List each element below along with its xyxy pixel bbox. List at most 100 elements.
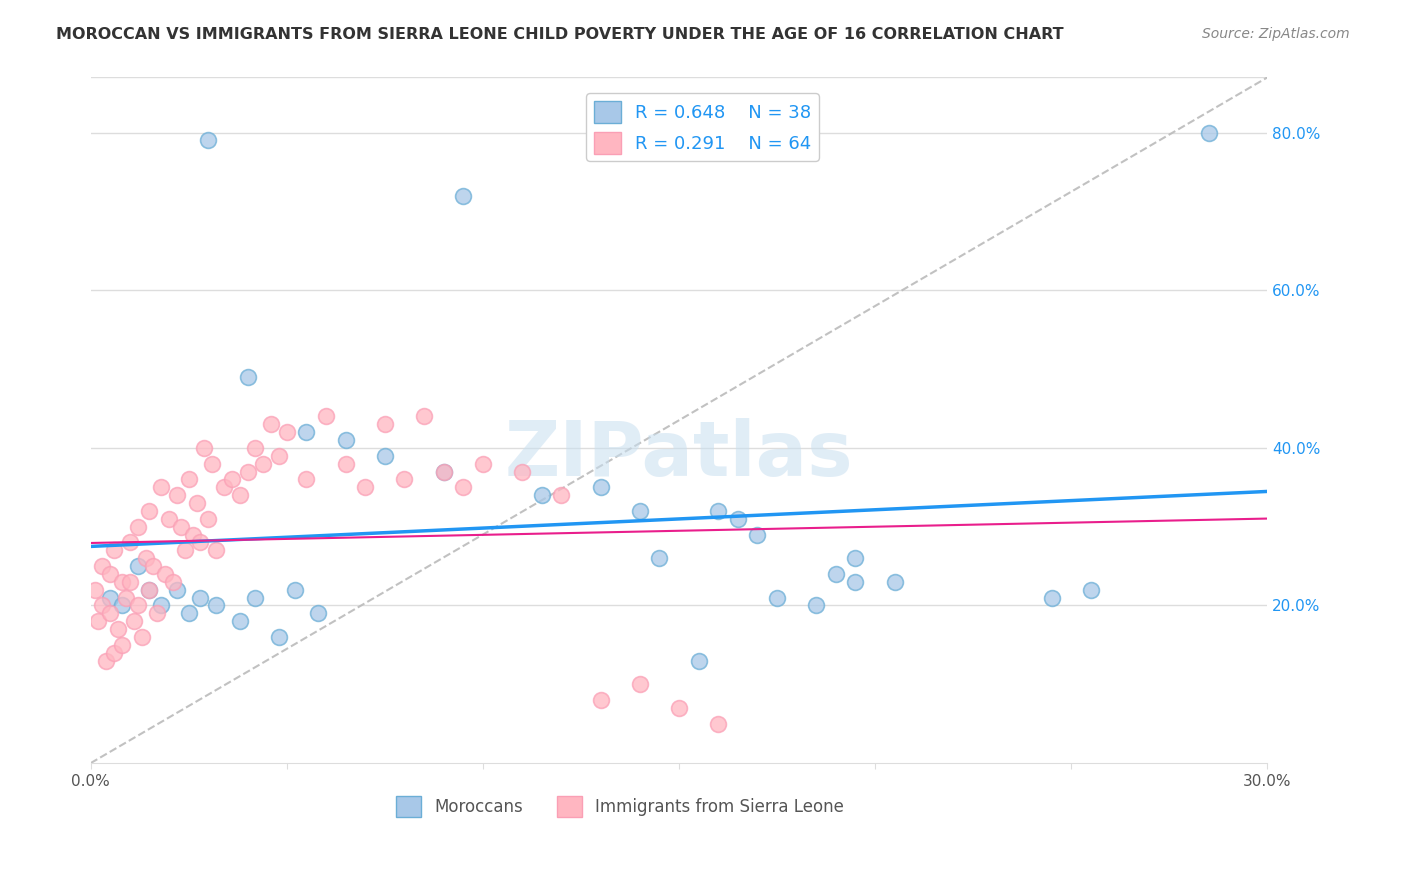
Point xyxy=(276,425,298,439)
Point xyxy=(648,551,671,566)
Point xyxy=(245,441,267,455)
Point xyxy=(111,599,134,613)
Point xyxy=(205,599,228,613)
Point xyxy=(295,425,318,439)
Point xyxy=(98,607,121,621)
Point xyxy=(103,543,125,558)
Point xyxy=(111,574,134,589)
Point xyxy=(127,559,149,574)
Point xyxy=(96,654,118,668)
Point xyxy=(122,614,145,628)
Point xyxy=(530,488,553,502)
Point xyxy=(267,449,290,463)
Point xyxy=(236,370,259,384)
Point xyxy=(138,582,160,597)
Point xyxy=(118,574,141,589)
Point xyxy=(212,480,235,494)
Point xyxy=(111,638,134,652)
Point xyxy=(433,465,456,479)
Point xyxy=(825,566,848,581)
Point xyxy=(186,496,208,510)
Point xyxy=(688,654,710,668)
Point xyxy=(118,535,141,549)
Point xyxy=(190,591,212,605)
Point xyxy=(138,504,160,518)
Point xyxy=(628,677,651,691)
Point xyxy=(162,574,184,589)
Point xyxy=(228,488,250,502)
Point xyxy=(103,646,125,660)
Point xyxy=(267,630,290,644)
Point xyxy=(87,614,110,628)
Point xyxy=(883,574,905,589)
Point xyxy=(153,566,176,581)
Point xyxy=(747,527,769,541)
Point xyxy=(844,574,866,589)
Text: Source: ZipAtlas.com: Source: ZipAtlas.com xyxy=(1202,27,1350,41)
Point xyxy=(197,134,219,148)
Point xyxy=(413,409,436,424)
Point xyxy=(127,599,149,613)
Point xyxy=(471,457,494,471)
Point xyxy=(1080,582,1102,597)
Point xyxy=(451,480,474,494)
Point xyxy=(766,591,789,605)
Point xyxy=(451,188,474,202)
Point xyxy=(170,519,193,533)
Point xyxy=(295,472,318,486)
Point xyxy=(433,465,456,479)
Point xyxy=(91,559,114,574)
Point xyxy=(707,504,730,518)
Point xyxy=(150,599,173,613)
Point xyxy=(335,433,357,447)
Point xyxy=(668,701,690,715)
Point xyxy=(315,409,337,424)
Point xyxy=(142,559,165,574)
Point xyxy=(550,488,572,502)
Point xyxy=(589,480,612,494)
Point xyxy=(628,504,651,518)
Point xyxy=(138,582,160,597)
Point xyxy=(181,527,204,541)
Point xyxy=(707,716,730,731)
Point xyxy=(354,480,377,494)
Point xyxy=(127,519,149,533)
Point xyxy=(374,417,396,432)
Point xyxy=(205,543,228,558)
Point xyxy=(307,607,329,621)
Point xyxy=(806,599,828,613)
Point xyxy=(177,607,200,621)
Point xyxy=(115,591,138,605)
Point xyxy=(83,582,105,597)
Point xyxy=(284,582,307,597)
Point xyxy=(131,630,153,644)
Point xyxy=(201,457,224,471)
Point xyxy=(727,512,749,526)
Point xyxy=(335,457,357,471)
Point xyxy=(589,693,612,707)
Point xyxy=(177,472,200,486)
Point xyxy=(197,512,219,526)
Text: MOROCCAN VS IMMIGRANTS FROM SIERRA LEONE CHILD POVERTY UNDER THE AGE OF 16 CORRE: MOROCCAN VS IMMIGRANTS FROM SIERRA LEONE… xyxy=(56,27,1064,42)
Point xyxy=(135,551,157,566)
Point xyxy=(374,449,396,463)
Point xyxy=(236,465,259,479)
Point xyxy=(510,465,533,479)
Point xyxy=(1040,591,1063,605)
Point xyxy=(173,543,195,558)
Legend: Moroccans, Immigrants from Sierra Leone: Moroccans, Immigrants from Sierra Leone xyxy=(389,789,851,823)
Point xyxy=(146,607,169,621)
Point xyxy=(252,457,274,471)
Point xyxy=(221,472,243,486)
Point xyxy=(166,582,188,597)
Point xyxy=(228,614,250,628)
Point xyxy=(245,591,267,605)
Point xyxy=(193,441,215,455)
Point xyxy=(107,622,129,636)
Point xyxy=(260,417,283,432)
Text: ZIPatlas: ZIPatlas xyxy=(505,417,853,491)
Point xyxy=(98,591,121,605)
Point xyxy=(150,480,173,494)
Point xyxy=(844,551,866,566)
Point xyxy=(98,566,121,581)
